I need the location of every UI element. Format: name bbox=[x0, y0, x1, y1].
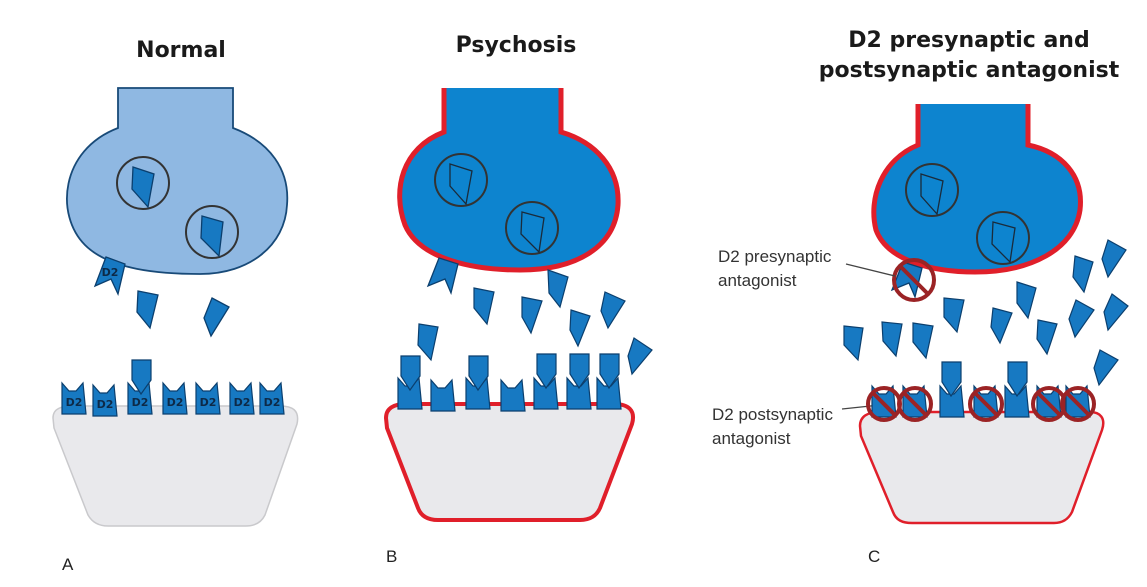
dopamine-molecule-icon bbox=[417, 323, 439, 362]
d2-receptor: D2 bbox=[92, 383, 118, 417]
no-symbol-icon bbox=[968, 386, 1004, 422]
dopamine-molecule-icon bbox=[203, 297, 230, 338]
presynaptic-d2-receptor: D2 bbox=[93, 256, 126, 296]
presynaptic-annotation-leader bbox=[845, 263, 896, 277]
panel-c-letter: C bbox=[868, 547, 880, 566]
dopamine-molecule-icon bbox=[990, 307, 1013, 345]
d2-receptor bbox=[430, 378, 456, 412]
dopamine-molecule-icon bbox=[1093, 349, 1119, 387]
d2-receptor: D2 bbox=[61, 381, 87, 415]
panel-a-title: Normal bbox=[136, 38, 226, 63]
vesicle-icon bbox=[976, 211, 1030, 265]
dopamine-molecule-icon bbox=[547, 269, 569, 309]
dopamine-molecule-icon bbox=[1101, 239, 1127, 279]
panel-c-title-line2: postsynaptic antagonist bbox=[819, 58, 1120, 83]
presynaptic-antagonist-label-line1: D2 presynaptic bbox=[718, 247, 832, 266]
d2-receptor bbox=[1004, 384, 1030, 418]
vesicle-icon bbox=[905, 163, 959, 217]
panel-antagonist: D2 presynaptic and postsynaptic antagoni… bbox=[712, 28, 1129, 566]
receptor-label: D2 bbox=[97, 398, 114, 411]
dopamine-molecule-icon bbox=[627, 337, 653, 376]
d2-receptor: D2 bbox=[162, 381, 188, 415]
receptor-label: D2 bbox=[167, 396, 184, 409]
dopamine-molecule-icon bbox=[941, 361, 962, 398]
no-symbol-icon bbox=[897, 386, 933, 422]
presynaptic-neuron-antagonist bbox=[871, 104, 1083, 275]
dopamine-molecule-icon bbox=[473, 287, 495, 326]
receptor-label: D2 bbox=[200, 396, 217, 409]
vesicle-icon bbox=[116, 156, 170, 210]
dopamine-molecule-icon bbox=[912, 322, 934, 360]
d2-receptor: D2 bbox=[127, 381, 153, 415]
postsynaptic-neuron-psychosis bbox=[383, 402, 635, 522]
dopamine-molecule-icon bbox=[569, 353, 590, 390]
dopamine-molecule-icon bbox=[521, 296, 543, 335]
dopamine-molecule-icon bbox=[943, 297, 965, 334]
dopamine-molecule-icon bbox=[600, 291, 626, 330]
receptor-label: D2 bbox=[264, 396, 281, 409]
no-symbol-icon bbox=[1031, 386, 1067, 422]
d2-receptor: D2 bbox=[195, 381, 221, 415]
presynaptic-d2-receptor bbox=[426, 257, 459, 296]
dopamine-molecule-icon bbox=[1103, 293, 1129, 332]
dopamine-molecule-icon bbox=[136, 290, 159, 330]
vesicle-icon bbox=[185, 205, 239, 259]
receptor-label: D2 bbox=[132, 396, 149, 409]
presynaptic-neuron-normal bbox=[66, 87, 289, 275]
no-symbol-icon bbox=[892, 258, 936, 302]
panel-a-letter: A bbox=[62, 555, 74, 574]
dopamine-molecule-icon bbox=[1036, 319, 1058, 356]
dopamine-molecule-icon bbox=[599, 353, 620, 390]
receptor-label: D2 bbox=[66, 396, 83, 409]
d2-receptor bbox=[596, 376, 622, 410]
dopamine-molecule-icon bbox=[1016, 281, 1037, 320]
vesicle-icon bbox=[505, 201, 559, 255]
d2-receptor bbox=[533, 376, 559, 410]
panel-normal: Normal D2 D2 bbox=[52, 38, 299, 574]
dopamine-molecule-icon bbox=[1072, 255, 1094, 294]
postsynaptic-neuron-antagonist bbox=[858, 410, 1105, 525]
panel-psychosis: Psychosis B bbox=[383, 33, 653, 566]
postsynaptic-antagonist-label-line1: D2 postsynaptic bbox=[712, 405, 833, 424]
panel-c-title-line1: D2 presynaptic and bbox=[848, 28, 1089, 53]
dopamine-molecule-icon bbox=[400, 355, 421, 392]
d2-receptor bbox=[939, 384, 965, 418]
d2-receptor: D2 bbox=[259, 381, 285, 415]
dopamine-molecule-icon bbox=[1007, 361, 1028, 398]
d2-receptor: D2 bbox=[229, 381, 255, 415]
dopamine-molecule-icon bbox=[569, 309, 591, 348]
dopamine-molecule-icon bbox=[131, 359, 152, 396]
presynaptic-antagonist-label-line2: antagonist bbox=[718, 271, 797, 290]
dopamine-molecule-icon bbox=[536, 353, 557, 390]
dopamine-molecule-icon bbox=[468, 355, 489, 392]
dopamine-molecule-icon bbox=[881, 321, 903, 358]
presynaptic-receptor-label: D2 bbox=[102, 266, 119, 279]
postsynaptic-neuron-normal bbox=[52, 405, 299, 527]
panel-b-title: Psychosis bbox=[456, 33, 577, 58]
presynaptic-neuron-psychosis bbox=[397, 88, 621, 273]
vesicle-icon bbox=[434, 153, 488, 207]
dopamine-molecule-icon bbox=[1068, 299, 1095, 339]
panel-b-letter: B bbox=[386, 547, 397, 566]
postsynaptic-antagonist-label-line2: antagonist bbox=[712, 429, 791, 448]
dopamine-molecule-icon bbox=[843, 325, 864, 362]
receptor-label: D2 bbox=[234, 396, 251, 409]
d2-receptor bbox=[566, 376, 592, 410]
d2-receptor bbox=[500, 378, 526, 412]
no-symbol-icon bbox=[1060, 386, 1096, 422]
